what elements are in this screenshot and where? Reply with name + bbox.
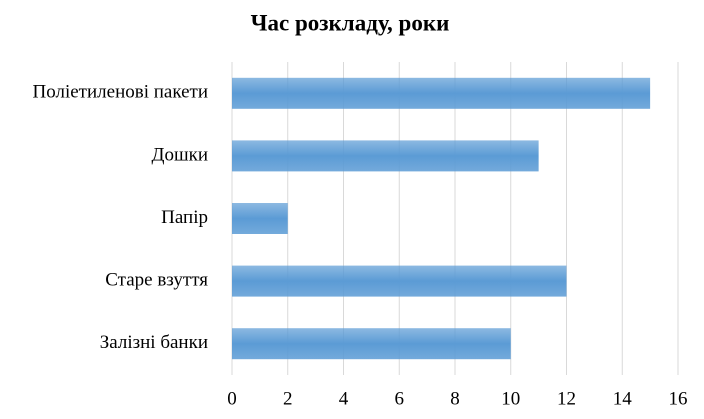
y-tick-label: Залізні банки	[100, 332, 208, 353]
chart-title: Час розкладу, роки	[251, 10, 450, 35]
y-tick-label: Дошки	[152, 144, 209, 165]
bar	[232, 77, 651, 109]
y-tick-label: Поліетиленові пакети	[33, 82, 208, 103]
bar	[232, 203, 288, 234]
x-tick-label: 6	[395, 388, 405, 409]
bar	[232, 265, 567, 297]
x-tick-label: 16	[669, 388, 688, 409]
x-tick-label: 2	[283, 388, 293, 409]
x-tick-label: 14	[613, 388, 633, 409]
y-tick-label: Старе взуття	[105, 269, 208, 290]
x-tick-label: 4	[339, 388, 349, 409]
bar	[232, 328, 511, 360]
bar	[232, 140, 539, 172]
x-tick-label: 0	[227, 388, 237, 409]
y-tick-label: Папір	[161, 207, 208, 228]
x-tick-label: 8	[450, 388, 460, 409]
x-tick-label: 10	[501, 388, 520, 409]
x-tick-label: 12	[557, 388, 576, 409]
